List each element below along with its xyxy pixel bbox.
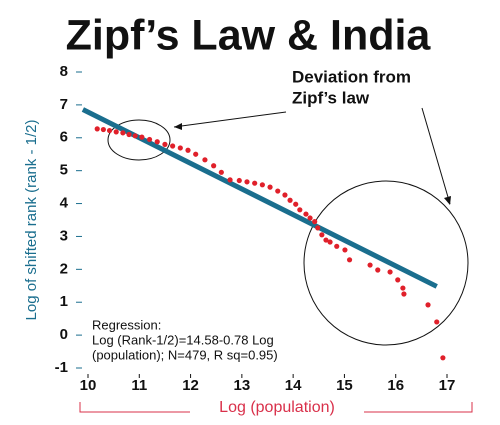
annotation-arrow <box>173 111 287 128</box>
y-tick-label: 1 <box>60 293 68 310</box>
data-point <box>434 319 440 325</box>
y-tick-label: 3 <box>60 227 68 244</box>
data-point <box>132 133 138 139</box>
x-tick-label: 12 <box>182 377 199 394</box>
data-point <box>244 179 250 185</box>
data-point <box>162 141 168 147</box>
y-tick-label: 4 <box>60 195 69 212</box>
data-point <box>282 192 288 198</box>
data-point <box>154 139 160 145</box>
regression-text: Regression: <box>92 317 161 332</box>
x-tick-label: 15 <box>336 377 353 394</box>
data-point <box>315 225 321 231</box>
x-tick-label: 13 <box>234 377 251 394</box>
data-point <box>202 157 208 163</box>
x-tick-label: 17 <box>439 377 456 394</box>
data-point <box>252 180 258 186</box>
x-tick-label: 10 <box>80 377 97 394</box>
annotation-arrow <box>421 107 451 205</box>
x-label-bracket <box>79 402 473 413</box>
data-point <box>227 177 233 183</box>
y-tick-label: 2 <box>60 260 68 277</box>
data-point <box>126 131 132 138</box>
data-point <box>440 355 446 361</box>
data-point <box>342 247 348 253</box>
chart-title: Zipf’s Law & India <box>66 11 432 59</box>
data-point <box>236 177 242 184</box>
data-point <box>146 136 153 143</box>
data-point <box>375 267 381 273</box>
data-point <box>293 201 299 207</box>
data-point <box>425 302 431 308</box>
arrow-head <box>444 196 451 205</box>
data-point <box>297 207 303 213</box>
data-point <box>120 130 126 136</box>
data-point <box>106 127 113 134</box>
regression-text: (population); N=479, R sq=0.95) <box>92 347 278 362</box>
y-tick-label: 7 <box>60 96 68 113</box>
data-point <box>395 277 401 283</box>
x-tick-label: 11 <box>131 377 147 394</box>
data-point <box>275 188 281 194</box>
data-point <box>319 232 325 238</box>
data-point <box>401 291 407 297</box>
regression-text: Log (Rank-1/2)=14.58-0.78 Log <box>92 332 274 347</box>
data-point <box>400 285 406 291</box>
data-point <box>346 257 353 263</box>
data-point <box>387 269 393 275</box>
data-point <box>170 143 176 149</box>
y-tick-label: 5 <box>60 162 68 179</box>
data-point <box>334 243 340 249</box>
data-point <box>312 219 318 225</box>
data-point <box>211 163 217 169</box>
y-tick-label: -1 <box>55 359 68 376</box>
data-point <box>185 147 191 153</box>
data-point <box>367 262 373 268</box>
data-point <box>307 215 313 221</box>
data-point <box>323 237 329 243</box>
y-tick-label: 6 <box>60 129 68 146</box>
data-point <box>327 239 333 245</box>
highlight-ellipse <box>107 119 171 161</box>
data-point <box>94 126 100 132</box>
annotation: Deviation from <box>292 67 411 86</box>
y-axis-label: Log of shifted rank (rank - 1/2) <box>23 120 40 321</box>
y-tick-label: 0 <box>60 326 68 343</box>
data-point <box>113 129 119 135</box>
highlight-circle <box>303 180 469 346</box>
data-point <box>303 211 309 217</box>
data-point <box>177 145 183 151</box>
data-point <box>193 151 199 157</box>
data-point <box>267 184 273 190</box>
y-tick-label: 8 <box>60 63 68 80</box>
arrow-head <box>174 123 182 130</box>
x-tick-label: 16 <box>387 377 404 394</box>
data-point <box>218 169 224 175</box>
data-point <box>259 182 265 188</box>
x-tick-label: 14 <box>285 377 302 394</box>
data-point <box>139 134 145 140</box>
annotation: Zipf’s law <box>292 88 370 107</box>
data-point <box>100 126 106 133</box>
data-point <box>287 197 293 203</box>
x-axis-label: Log (population) <box>219 399 335 416</box>
